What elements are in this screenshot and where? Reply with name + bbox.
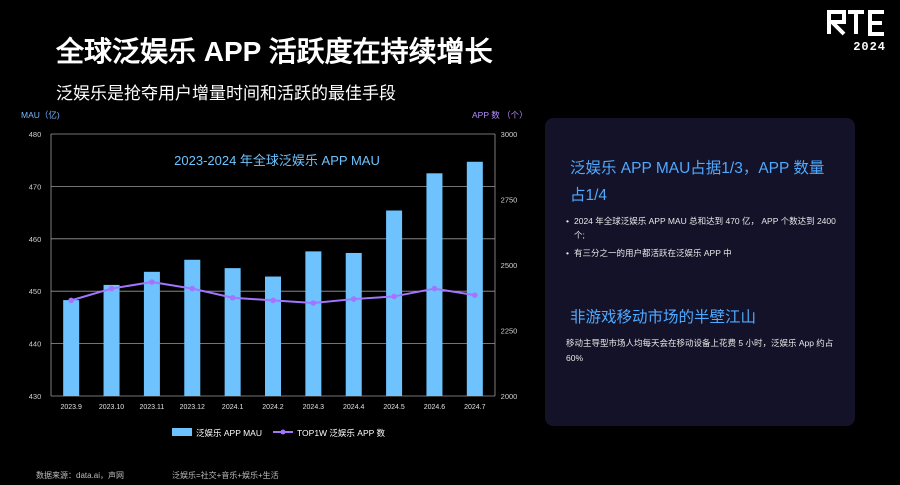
- panel-body-text: 移动主导型市场人均每天会在移动设备上花费 5 小时，泛娱乐 App 约占60%: [566, 338, 834, 363]
- app-count-point: [68, 297, 74, 304]
- left-tick-label: 440: [29, 340, 42, 349]
- svg-text:2024: 2024: [853, 40, 886, 52]
- category-note: 泛娱乐=社交+音乐+娱乐+生活: [172, 471, 279, 480]
- right-tick-label: 2250: [501, 327, 518, 336]
- left-tick-label: 450: [29, 287, 42, 296]
- left-tick-label: 480: [29, 130, 42, 139]
- bar-mau: [345, 252, 362, 396]
- x-tick-label: 2024.7: [464, 404, 486, 411]
- app-count-point: [350, 296, 357, 302]
- data-source: 数据来源：data.ai，声网: [36, 471, 125, 480]
- app-count-point: [149, 279, 155, 285]
- bar-mau: [224, 268, 241, 396]
- app-count-point: [229, 294, 236, 301]
- bar-mau: [386, 210, 403, 396]
- x-axis-ticks: 2023.9 2023.10 2023.11 2023.12 2024.1 2024.2 2…: [60, 404, 485, 411]
- app-count-point: [189, 285, 196, 292]
- bar-series: [63, 161, 483, 396]
- summary-panel: [545, 118, 855, 426]
- app-count-point: [270, 297, 276, 304]
- right-tick-label: 2500: [501, 261, 518, 270]
- right-tick-label: 2000: [501, 392, 518, 401]
- line-series: [68, 279, 478, 306]
- bar-mau: [305, 251, 322, 396]
- app-count-point: [472, 292, 478, 298]
- bar-mau: [63, 300, 80, 396]
- chart-title: 2023-2024 年全球泛娱乐 APP MAU: [174, 153, 380, 168]
- x-tick-label: 2024.2: [262, 404, 284, 411]
- app-count-point: [391, 293, 397, 300]
- x-tick-label: 2023.10: [99, 404, 124, 411]
- bar-mau: [466, 161, 483, 396]
- bar-mau: [103, 284, 120, 396]
- x-tick-label: 2023.12: [180, 404, 205, 411]
- right-axis-label: APP 数 （个）: [472, 110, 528, 120]
- x-tick-label: 2023.11: [140, 404, 165, 411]
- x-tick-label: 2024.4: [343, 404, 365, 411]
- x-tick-label: 2024.3: [303, 404, 325, 411]
- left-tick-label: 430: [29, 392, 42, 401]
- bar-mau: [143, 271, 160, 396]
- page-title: 全球泛娱乐 APP 活跃度在持续增长: [56, 36, 493, 67]
- bar-mau: [265, 276, 281, 396]
- legend-line-marker: [280, 429, 286, 435]
- app-count-point: [431, 285, 438, 292]
- page-subtitle: 泛娱乐是抢夺用户增量时间和活跃的最佳手段: [56, 84, 396, 103]
- legend-bar-swatch: [172, 428, 192, 436]
- bar-mau: [426, 173, 443, 396]
- panel-bullet: 2024 年全球泛娱乐 APP MAU 总和达到 470 亿， APP 个数达到…: [566, 214, 836, 242]
- x-tick-label: 2024.5: [383, 404, 405, 411]
- right-tick-label: 3000: [501, 130, 518, 139]
- app-count-point: [310, 300, 317, 306]
- x-tick-label: 2024.1: [222, 404, 244, 411]
- app-count-point: [108, 285, 115, 292]
- panel-bullet-list: 2024 年全球泛娱乐 APP MAU 总和达到 470 亿， APP 个数达到…: [566, 214, 836, 264]
- x-tick-label: 2024.6: [424, 404, 446, 411]
- right-axis-ticks: 2000 2250 2500 2750 3000: [501, 130, 518, 401]
- x-tick-label: 2023.9: [60, 404, 82, 411]
- panel-heading-share: 泛娱乐 APP MAU占据1/3，APP 数量占1/4: [570, 160, 825, 204]
- left-axis-ticks: 430 440 450 460 470 480: [29, 130, 42, 401]
- left-tick-label: 470: [29, 182, 42, 191]
- left-tick-label: 460: [29, 235, 42, 244]
- bar-mau: [184, 259, 201, 396]
- left-axis-label: MAU（亿): [21, 110, 60, 120]
- panel-bullet: 有三分之一的用户都活跃在泛娱乐 APP 中: [566, 246, 836, 260]
- legend-line-label: TOP1W 泛娱乐 APP 数: [297, 428, 386, 438]
- rte-2024-logo: 2024: [827, 10, 886, 52]
- right-tick-label: 2750: [501, 196, 518, 205]
- panel-heading-market: 非游戏移动市场的半壁江山: [570, 309, 757, 326]
- legend-bar-label: 泛娱乐 APP MAU: [196, 428, 262, 438]
